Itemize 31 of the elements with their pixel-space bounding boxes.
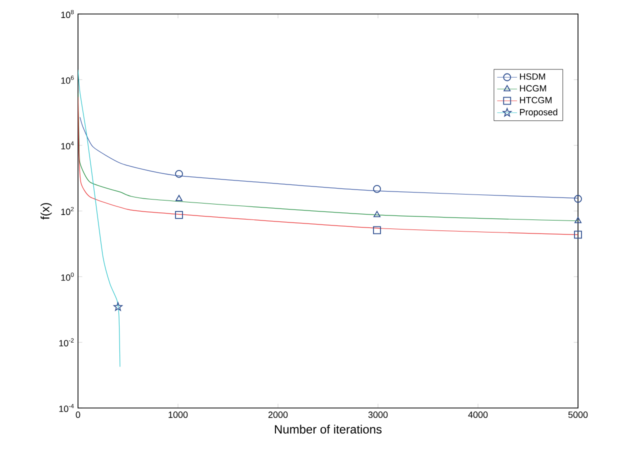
x-tick-label: 1000 bbox=[168, 412, 188, 418]
legend-label: HSDM bbox=[520, 73, 546, 80]
point bbox=[574, 194, 582, 203]
x-axis-title: Number of iterations bbox=[274, 424, 382, 434]
point bbox=[373, 226, 381, 234]
x-tick-label: 3000 bbox=[368, 412, 388, 418]
y-tick-label: 10$^{0}$ bbox=[61, 272, 74, 281]
y-tick-label: 10$^{4}$ bbox=[61, 141, 74, 150]
legend-label: HCGM bbox=[520, 85, 546, 92]
point bbox=[374, 210, 380, 218]
y-tick-label: 10$^{-2}$ bbox=[59, 338, 74, 346]
point bbox=[175, 210, 183, 219]
x-tick-label: 0 bbox=[76, 412, 80, 418]
point bbox=[574, 216, 582, 224]
point bbox=[176, 194, 182, 202]
x-tick-label: 5000 bbox=[568, 412, 588, 418]
y-tick-label: 10$^{8}$ bbox=[61, 10, 74, 18]
y-tick-label: 10$^{6}$ bbox=[61, 76, 74, 84]
line-series bbox=[80, 116, 578, 199]
line-series bbox=[78, 69, 120, 368]
x-tick-label: 4000 bbox=[468, 412, 488, 418]
point bbox=[574, 230, 582, 239]
legend-label: HTCGM bbox=[520, 96, 552, 104]
legend-label: Proposed bbox=[520, 108, 558, 118]
x-tick-label: 2000 bbox=[268, 412, 288, 418]
point bbox=[373, 184, 381, 193]
point bbox=[114, 302, 122, 311]
y-tick-label: 10$^{-4}$ bbox=[59, 404, 74, 412]
point bbox=[175, 170, 183, 178]
y-axis-title: f(x) bbox=[40, 203, 52, 220]
y-tick-label: 10$^{2}$ bbox=[61, 206, 74, 216]
